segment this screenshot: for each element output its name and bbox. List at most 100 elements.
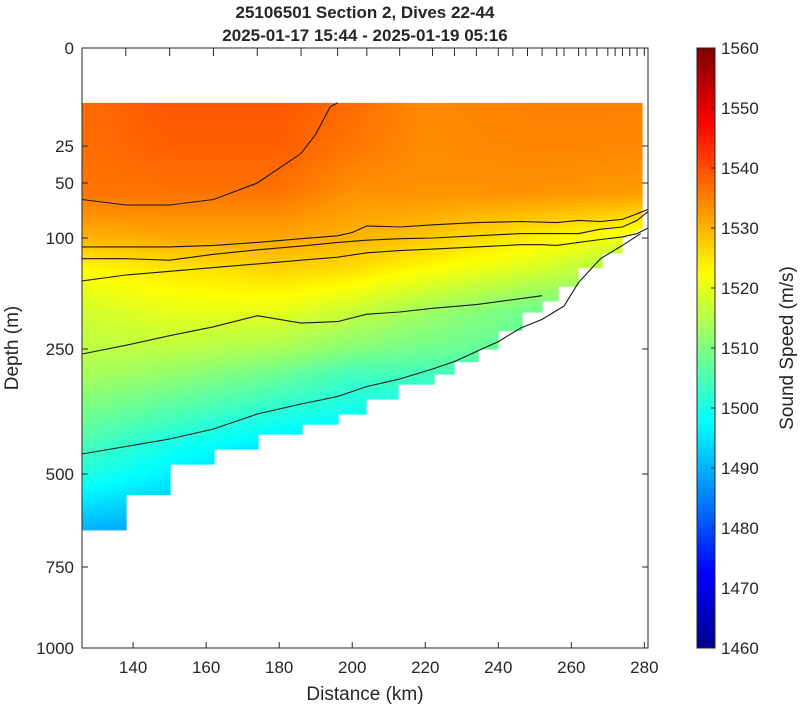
field-cell xyxy=(278,170,283,176)
field-cell xyxy=(146,434,151,440)
field-cell xyxy=(162,210,167,216)
field-cell xyxy=(154,282,159,288)
field-cell xyxy=(94,170,99,176)
field-cell xyxy=(226,282,231,288)
field-cell xyxy=(218,222,223,228)
field-cell xyxy=(142,138,147,144)
field-cell xyxy=(282,102,287,108)
field-cell xyxy=(190,270,195,276)
field-cell xyxy=(246,142,251,148)
field-cell xyxy=(114,190,119,196)
field-cell xyxy=(162,410,167,416)
field-cell xyxy=(234,114,239,120)
field-cell xyxy=(218,106,223,112)
field-cell xyxy=(274,106,279,112)
field-cell xyxy=(202,434,207,440)
field-cell xyxy=(122,526,127,531)
field-cell xyxy=(114,302,119,308)
field-cell xyxy=(106,406,111,412)
field-cell xyxy=(190,454,195,460)
field-cell xyxy=(98,206,103,212)
field-cell xyxy=(158,470,163,476)
field-cell xyxy=(122,418,127,424)
field-cell xyxy=(138,274,143,280)
field-cell xyxy=(242,130,247,136)
field-cell xyxy=(230,350,235,356)
field-cell xyxy=(118,502,123,508)
field-cell xyxy=(150,462,155,468)
field-cell xyxy=(242,202,247,208)
field-cell xyxy=(226,226,231,232)
field-cell xyxy=(142,286,147,292)
field-cell xyxy=(82,502,87,508)
field-cell xyxy=(206,386,211,392)
field-cell xyxy=(182,182,187,188)
field-cell xyxy=(202,250,207,256)
field-cell xyxy=(202,454,207,460)
field-cell xyxy=(242,394,247,400)
field-cell xyxy=(150,134,155,140)
field-cell xyxy=(102,506,107,512)
field-cell xyxy=(242,162,247,168)
field-cell xyxy=(198,202,203,208)
field-cell xyxy=(166,310,171,316)
field-cell xyxy=(170,274,175,280)
field-cell xyxy=(122,302,127,308)
field-cell xyxy=(114,322,119,328)
field-cell xyxy=(210,166,215,172)
field-cell xyxy=(278,282,283,288)
field-cell xyxy=(190,346,195,352)
field-cell xyxy=(118,310,123,316)
field-cell xyxy=(158,318,163,324)
field-cell xyxy=(278,102,283,108)
field-cell xyxy=(162,294,167,300)
field-cell xyxy=(290,230,295,236)
field-cell xyxy=(250,446,255,450)
field-cell xyxy=(94,418,99,424)
field-cell xyxy=(150,454,155,460)
field-cell xyxy=(262,110,267,116)
field-cell xyxy=(282,194,287,200)
field-cell xyxy=(210,118,215,124)
field-cell xyxy=(170,314,175,320)
field-cell xyxy=(242,342,247,348)
field-cell xyxy=(226,406,231,412)
field-cell xyxy=(174,430,179,436)
field-cell xyxy=(214,162,219,168)
field-cell xyxy=(110,210,115,216)
field-cell xyxy=(86,326,91,332)
field-cell xyxy=(238,418,243,424)
field-cell xyxy=(90,390,95,396)
field-cell xyxy=(102,138,107,144)
field-cell xyxy=(194,278,199,284)
field-cell xyxy=(238,182,243,188)
field-cell xyxy=(86,290,91,296)
field-cell xyxy=(110,422,115,428)
field-cell xyxy=(222,414,227,420)
field-cell xyxy=(170,450,175,456)
field-cell xyxy=(178,174,183,180)
field-cell xyxy=(206,462,211,465)
field-cell xyxy=(246,234,251,240)
field-cell xyxy=(170,378,175,384)
field-cell xyxy=(130,334,135,340)
field-cell xyxy=(150,398,155,404)
field-cell xyxy=(94,494,99,500)
field-cell xyxy=(286,370,291,376)
field-cell xyxy=(118,130,123,136)
field-cell xyxy=(222,358,227,364)
field-cell xyxy=(190,354,195,360)
field-cell xyxy=(154,110,159,116)
field-cell xyxy=(90,398,95,404)
field-cell xyxy=(146,378,151,384)
field-cell xyxy=(150,330,155,336)
field-cell xyxy=(174,346,179,352)
field-cell xyxy=(142,446,147,452)
field-cell xyxy=(178,190,183,196)
field-cell xyxy=(202,222,207,228)
field-cell xyxy=(114,266,119,272)
field-cell xyxy=(86,190,91,196)
field-cell xyxy=(202,334,207,340)
field-cell xyxy=(230,366,235,372)
field-cell xyxy=(270,226,275,232)
